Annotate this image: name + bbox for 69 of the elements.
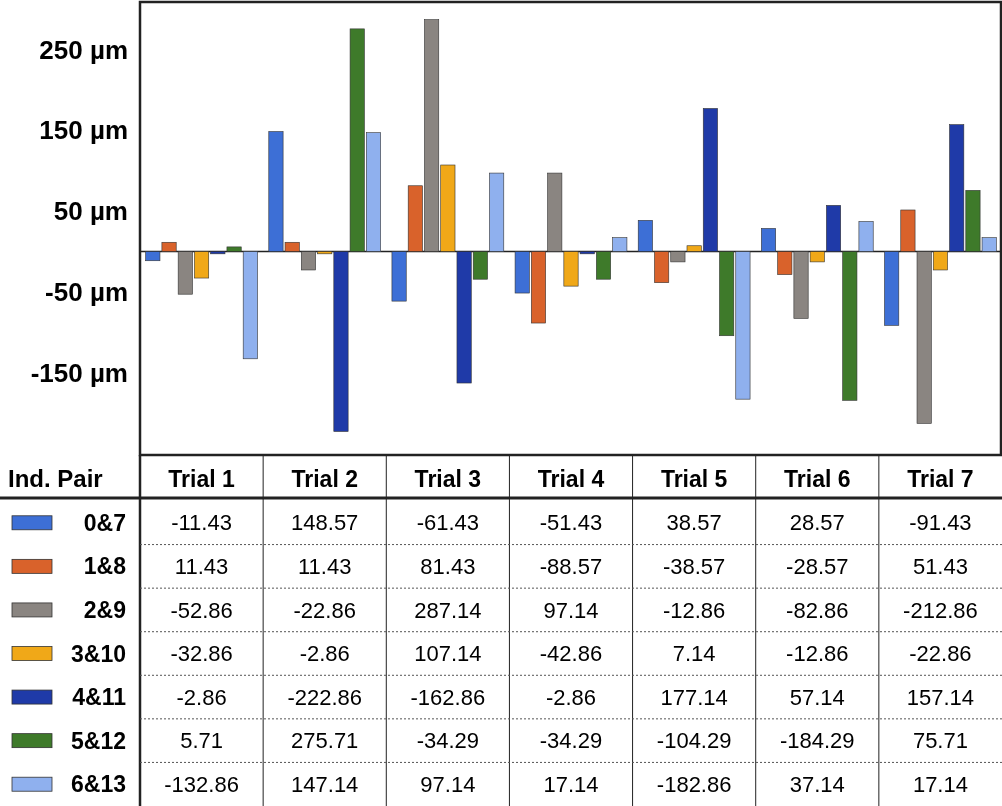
data-label: -162.86 [410,684,486,710]
data-label: 287.14 [414,597,482,623]
y-tick-label: -50 µm [45,276,128,307]
data-label: 17.14 [543,771,599,797]
data-label: -12.86 [662,597,726,623]
y-tick-label: 150 µm [39,115,128,146]
legend-label: 1&8 [83,553,127,580]
data-label: 97.14 [420,771,476,797]
data-label: 28.57 [789,510,845,536]
legend-label: 3&10 [71,640,126,667]
data-label: -42.86 [539,641,603,667]
data-label: 75.71 [912,728,968,754]
data-label: 107.14 [414,641,482,667]
data-label: -51.43 [539,510,603,536]
legend-label: 4&11 [72,684,127,711]
y-tick-label: 50 µm [53,196,128,227]
legend-title: Ind. Pair [8,465,103,493]
data-label: -11.43 [171,510,232,536]
legend-label: 6&13 [71,771,126,798]
data-label: -61.43 [416,510,480,536]
data-label: 37.14 [789,771,845,797]
data-label: 157.14 [906,684,975,710]
data-label: -28.57 [786,554,849,580]
data-label: -212.86 [903,597,978,623]
data-label: 148.57 [291,510,359,536]
data-label: 38.57 [666,510,722,536]
x-tick-label: Trial 3 [414,466,482,493]
data-label: 11.43 [298,554,352,580]
x-tick-label: Trial 2 [291,466,358,493]
x-tick-label: Trial 4 [537,466,605,493]
data-label: -104.29 [656,728,732,754]
data-label: 7.14 [672,641,716,667]
data-label: -32.86 [170,641,233,667]
x-tick-label: Trial 5 [660,466,728,493]
legend-label: 2&9 [83,596,126,623]
data-label: 11.43 [174,554,229,580]
data-label: -184.29 [779,728,855,754]
data-label: 147.14 [291,771,359,797]
data-label: -22.86 [909,641,972,667]
data-label: -12.86 [786,641,849,667]
data-label: 51.43 [912,554,968,580]
x-tick-label: Trial 1 [168,466,236,493]
data-label: -91.43 [909,510,972,536]
x-tick-label: Trial 7 [907,466,974,493]
legend-label: 5&12 [71,727,126,754]
data-label: -222.86 [287,684,363,710]
data-label: -88.57 [539,554,603,580]
data-label: -2.86 [176,684,227,710]
data-label: -82.86 [786,597,849,623]
data-label: 17.14 [912,771,968,797]
data-label: 57.14 [789,684,845,710]
data-label: -34.29 [416,728,480,754]
data-label: -2.86 [299,641,350,667]
data-label: -132.86 [164,771,239,797]
data-label: 275.71 [291,728,359,754]
data-label: 97.14 [543,597,599,623]
data-label: -22.86 [293,597,356,623]
data-label: 5.71 [180,728,223,754]
data-label: 177.14 [660,684,728,710]
y-tick-label: -150 µm [30,357,128,388]
data-label: 81.43 [420,554,476,580]
data-label: -2.86 [545,684,597,710]
data-label: -38.57 [662,554,726,580]
data-label: -182.86 [656,771,732,797]
data-label: -34.29 [539,728,603,754]
y-tick-label: 250 µm [39,34,128,65]
data-label: -52.86 [170,597,233,623]
legend-label: 0&7 [83,509,126,536]
x-tick-label: Trial 6 [784,466,851,493]
